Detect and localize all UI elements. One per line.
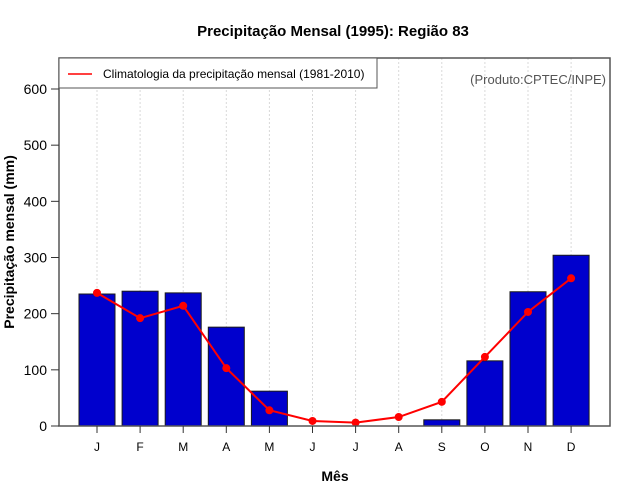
- bar-series: [78, 254, 590, 427]
- climatology-point: [93, 288, 101, 297]
- climatology-series: [93, 274, 576, 427]
- y-tick-label: 500: [24, 137, 48, 153]
- precipitation-bar: [164, 292, 202, 427]
- climatology-point: [265, 406, 274, 415]
- legend-label: Climatologia da precipitação mensal (198…: [103, 67, 364, 81]
- x-tick-label: F: [136, 440, 143, 454]
- climatology-point: [437, 397, 446, 406]
- precipitation-bar: [78, 293, 116, 427]
- climatology-point: [136, 314, 145, 323]
- precipitation-bar: [552, 254, 590, 427]
- climatology-point: [524, 307, 532, 316]
- legend: Climatologia da precipitação mensal (198…: [58, 57, 378, 89]
- climatology-point: [308, 416, 317, 425]
- x-tick-label: M: [264, 440, 274, 454]
- y-tick-label: 300: [24, 250, 48, 266]
- grid-lines: [96, 58, 572, 426]
- x-tick-label: N: [524, 440, 533, 454]
- climatology-point: [351, 418, 360, 427]
- y-tick-label: 200: [24, 306, 48, 322]
- y-axis: 0 100 200 300 400 500 600: [24, 81, 59, 434]
- legend-box: [58, 57, 378, 89]
- x-tick-label: D: [567, 440, 576, 454]
- y-tick-label: 100: [24, 362, 48, 378]
- x-tick-label: J: [310, 440, 316, 454]
- x-tick-label: J: [94, 440, 100, 454]
- chart-title: Precipitação Mensal (1995): Região 83: [197, 23, 469, 40]
- x-tick-label: J: [353, 440, 359, 454]
- precipitation-bar: [423, 419, 461, 427]
- x-tick-label: A: [222, 440, 230, 454]
- y-axis-title: Precipitação mensal (mm): [1, 155, 17, 329]
- y-tick-label: 600: [24, 81, 48, 97]
- precipitation-bar: [466, 360, 504, 427]
- climatology-point: [567, 274, 576, 283]
- x-tick-label: M: [178, 440, 188, 454]
- y-tick-label: 400: [24, 193, 48, 209]
- climatology-point: [222, 364, 231, 373]
- x-axis-title: Mês: [321, 468, 348, 484]
- y-tick-label: 0: [39, 418, 47, 434]
- climatology-point: [480, 352, 489, 361]
- precipitation-bar: [207, 326, 245, 427]
- x-tick-label: S: [438, 440, 446, 454]
- climatology-point: [394, 413, 403, 422]
- x-tick-label: O: [480, 440, 489, 454]
- climatology-point: [179, 301, 188, 310]
- credit-annotation: (Produto:CPTEC/INPE): [470, 72, 606, 87]
- climatology-line: [96, 277, 572, 424]
- x-tick-label: A: [395, 440, 403, 454]
- precipitation-bar: [121, 290, 159, 427]
